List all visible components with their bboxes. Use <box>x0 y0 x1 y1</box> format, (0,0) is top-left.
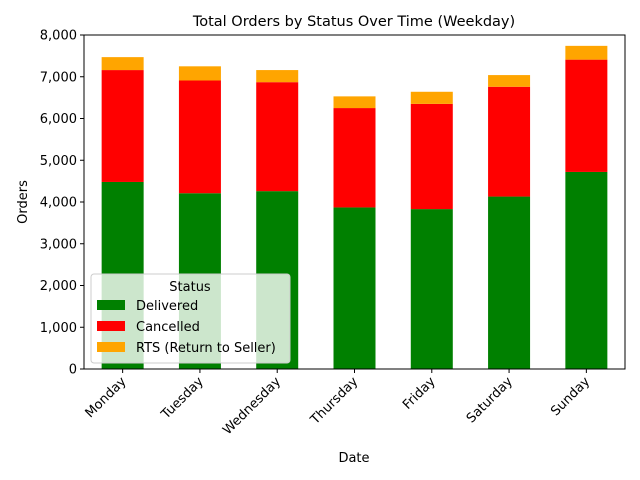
bar-rts-return-to-seller-saturday <box>488 75 531 87</box>
bar-delivered-sunday <box>565 171 608 369</box>
bar-rts-return-to-seller-monday <box>101 57 144 71</box>
legend-label: Delivered <box>136 299 198 314</box>
bar-rts-return-to-seller-friday <box>410 91 453 104</box>
bar-cancelled-tuesday <box>178 80 221 194</box>
x-tick-label: Thursday <box>307 374 361 428</box>
y-tick-label: 6,000 <box>40 112 77 127</box>
x-tick-label: Sunday <box>548 374 593 419</box>
x-axis: Monday Tuesday Wednesday Thursday Friday Satu… <box>83 369 593 438</box>
legend: Status Delivered Cancelled RTS (Return to … <box>90 273 291 364</box>
y-tick-label: 8,000 <box>40 29 77 44</box>
x-tick-label: Monday <box>83 374 130 421</box>
bar-rts-return-to-seller-thursday <box>333 96 376 109</box>
bar-cancelled-monday <box>101 70 144 182</box>
y-tick-label: 1,000 <box>40 321 77 336</box>
bar-rts-return-to-seller-sunday <box>565 45 608 60</box>
legend-label: Cancelled <box>136 320 200 335</box>
legend-swatch <box>97 321 125 331</box>
y-axis: 0 1,000 2,000 3,000 4,000 5,000 6,000 7,000 8,00… <box>40 29 84 378</box>
legend-items: Delivered Cancelled RTS (Return to Seller) <box>97 299 276 356</box>
y-tick-label: 2,000 <box>40 279 77 294</box>
y-tick-label: 7,000 <box>40 70 77 85</box>
bar-cancelled-wednesday <box>256 82 299 192</box>
legend-box <box>90 273 291 364</box>
legend-label: RTS (Return to Seller) <box>136 341 276 356</box>
bar-delivered-friday <box>410 209 453 369</box>
x-axis-title: Date <box>338 451 369 466</box>
legend-swatch <box>97 300 125 310</box>
x-tick-label: Friday <box>400 374 439 413</box>
y-tick-label: 3,000 <box>40 237 77 252</box>
bar-cancelled-thursday <box>333 108 376 208</box>
bar-delivered-saturday <box>488 196 531 369</box>
x-tick-label: Wednesday <box>220 374 284 438</box>
bar-rts-return-to-seller-wednesday <box>256 70 299 83</box>
y-tick-label: 0 <box>69 363 77 378</box>
chart-title: Total Orders by Status Over Time (Weekda… <box>192 14 515 30</box>
y-tick-label: 5,000 <box>40 154 77 169</box>
x-tick-label: Saturday <box>464 374 516 426</box>
bar-delivered-thursday <box>333 207 376 369</box>
bar-rts-return-to-seller-tuesday <box>178 66 221 81</box>
legend-swatch <box>97 342 125 352</box>
legend-title: Status <box>169 280 211 295</box>
y-tick-label: 4,000 <box>40 196 77 211</box>
y-axis-title: Orders <box>16 180 31 224</box>
bar-cancelled-sunday <box>565 59 608 172</box>
x-tick-label: Tuesday <box>158 374 207 423</box>
bars-layer <box>101 45 608 369</box>
bar-cancelled-saturday <box>488 86 531 197</box>
bar-cancelled-friday <box>410 103 453 210</box>
